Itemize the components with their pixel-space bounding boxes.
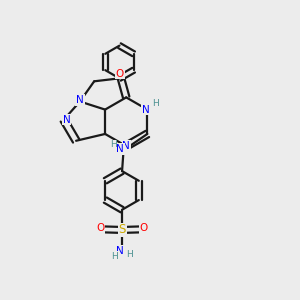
Text: N: N [122,141,130,151]
Text: N: N [116,144,124,154]
Text: N: N [142,105,150,115]
Text: S: S [118,224,126,236]
Text: H: H [152,98,158,107]
Text: O: O [116,69,124,79]
Text: H: H [110,140,116,149]
Text: O: O [96,224,104,233]
Text: H: H [111,252,118,261]
Text: H: H [126,250,133,259]
Text: N: N [116,246,124,256]
Text: O: O [140,224,148,233]
Text: N: N [63,115,70,125]
Text: N: N [76,95,84,105]
